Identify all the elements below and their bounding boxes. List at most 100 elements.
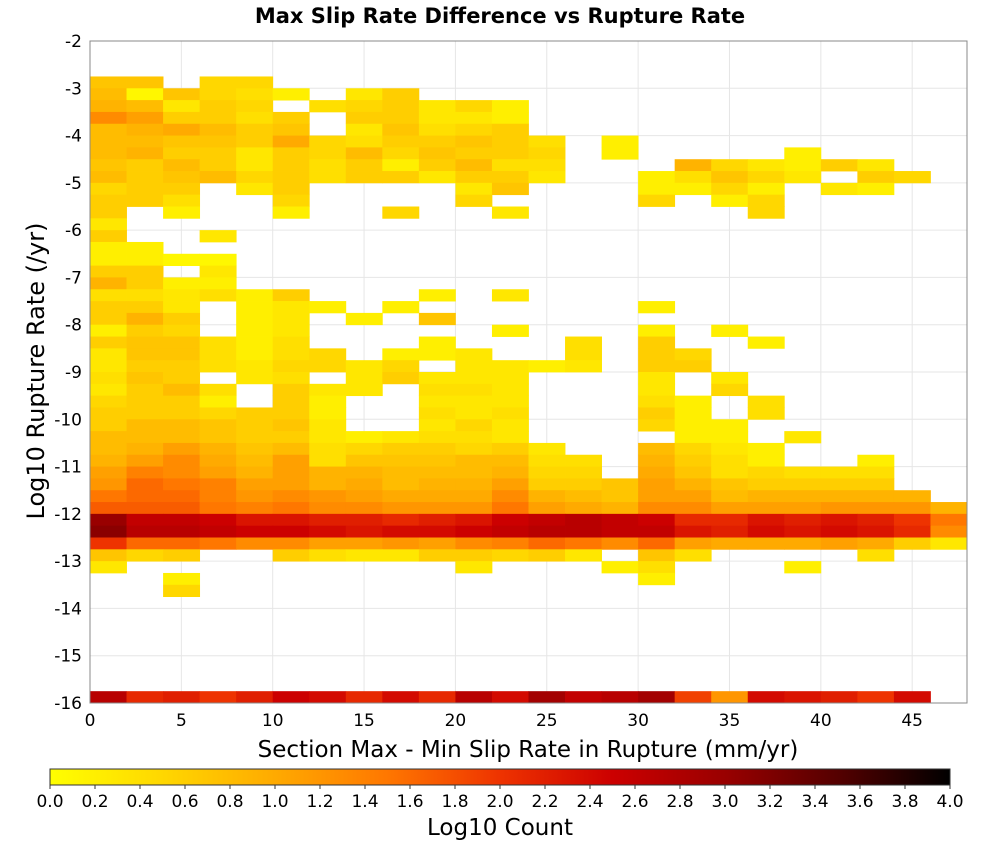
heatmap-cell — [126, 88, 164, 101]
heatmap-cell — [711, 537, 749, 550]
heatmap-cell — [418, 537, 456, 550]
heatmap-cell — [382, 442, 420, 456]
heatmap-cell — [345, 490, 383, 503]
heatmap-cell — [565, 537, 602, 550]
heatmap-cell — [711, 691, 749, 704]
heatmap-cell — [747, 478, 785, 491]
heatmap-cell — [820, 525, 858, 538]
heatmap-cell — [747, 407, 785, 420]
heatmap-cell — [528, 502, 566, 515]
heatmap-cell — [272, 348, 310, 361]
heatmap-cell — [455, 691, 493, 704]
heatmap-cell — [309, 454, 347, 467]
heatmap-cell — [638, 407, 676, 420]
heatmap-cell — [455, 442, 493, 456]
heatmap-cell — [747, 442, 785, 456]
heatmap-cell — [90, 513, 127, 527]
heatmap-cell — [491, 182, 529, 196]
heatmap-cell — [455, 407, 493, 420]
heatmap-cell — [90, 289, 127, 302]
heatmap-cell — [309, 431, 347, 444]
heatmap-cell — [418, 159, 456, 172]
heatmap-cell — [309, 691, 347, 704]
heatmap-cell — [382, 111, 420, 125]
heatmap-cell — [674, 549, 712, 562]
heatmap-cell — [272, 502, 310, 515]
heatmap-cell — [565, 478, 602, 491]
heatmap-cell — [126, 324, 164, 337]
heatmap-cell — [638, 182, 676, 196]
heatmap-cell — [930, 525, 968, 538]
heatmap-cell — [126, 691, 164, 704]
heatmap-cell — [674, 182, 712, 196]
heatmap-cell — [711, 182, 749, 196]
heatmap-cell — [382, 372, 420, 385]
heatmap-cell — [345, 466, 383, 479]
heatmap-cell — [163, 513, 201, 527]
heatmap-cell — [236, 513, 274, 527]
heatmap-cell — [528, 478, 566, 491]
heatmap-cell — [784, 431, 822, 444]
heatmap-cell — [382, 360, 420, 373]
heatmap-cell — [345, 171, 383, 184]
x-tick-label: 30 — [627, 711, 649, 731]
heatmap-cell — [236, 88, 274, 101]
heatmap-cell — [455, 194, 493, 207]
y-tick-label: -5 — [65, 174, 82, 194]
y-tick-label: -4 — [65, 127, 82, 147]
heatmap-cell — [382, 549, 420, 562]
heatmap-cell — [126, 277, 164, 290]
heatmap-cell — [163, 324, 201, 337]
y-tick-label: -12 — [54, 505, 82, 525]
heatmap-cell — [491, 407, 529, 420]
heatmap-cell — [236, 135, 274, 148]
heatmap-cell — [565, 549, 602, 562]
heatmap-cell — [784, 478, 822, 491]
colorbar-tick-label: 0.2 — [81, 792, 108, 812]
heatmap-cell — [491, 466, 529, 479]
x-tick-label: 35 — [719, 711, 741, 731]
heatmap-cell — [126, 289, 164, 302]
heatmap-cell — [455, 147, 493, 160]
heatmap-cell — [163, 490, 201, 503]
chart-title: Max Slip Rate Difference vs Rupture Rate — [255, 4, 745, 28]
heatmap-cell — [199, 147, 237, 160]
heatmap-cell — [126, 442, 164, 456]
y-tick-label: -10 — [54, 410, 82, 430]
heatmap-cell — [638, 383, 676, 397]
heatmap-cell — [90, 159, 127, 172]
heatmap-cell — [784, 147, 822, 160]
heatmap-cell — [565, 502, 602, 515]
heatmap-cell — [638, 324, 676, 337]
heatmap-cell — [747, 537, 785, 550]
colorbar-tick-label: 3.6 — [846, 792, 873, 812]
heatmap-cell — [309, 466, 347, 479]
heatmap-cell — [565, 691, 602, 704]
heatmap-cell — [491, 383, 529, 397]
heatmap-cell — [382, 525, 420, 538]
heatmap-cell — [90, 182, 127, 196]
heatmap-cell — [236, 419, 274, 432]
heatmap-cell — [528, 442, 566, 456]
x-tick-label: 45 — [901, 711, 923, 731]
y-tick-label: -7 — [65, 268, 82, 288]
heatmap-cell — [455, 513, 493, 527]
heatmap-cell — [236, 502, 274, 515]
heatmap-cell — [491, 442, 529, 456]
heatmap-cell — [272, 549, 310, 562]
heatmap-cell — [455, 561, 493, 574]
heatmap-cell — [163, 419, 201, 432]
heatmap-cell — [345, 88, 383, 101]
heatmap-cell — [199, 336, 237, 349]
heatmap-cell — [345, 502, 383, 515]
y-axis-ticks: -2 -3 -4 -5 -6 -7 -8 -9 -10 -11 -12 -13 -14 -15 -16 — [54, 32, 82, 714]
heatmap-cell — [382, 348, 420, 361]
heatmap-cell — [309, 100, 347, 113]
colorbar-tick-label: 1.4 — [351, 792, 378, 812]
heatmap-cell — [638, 561, 676, 574]
heatmap-cell — [236, 691, 274, 704]
heatmap-cell — [272, 466, 310, 479]
heatmap-cell — [163, 691, 201, 704]
colorbar-tick-label: 0.0 — [36, 792, 63, 812]
heatmap-cell — [638, 572, 676, 586]
